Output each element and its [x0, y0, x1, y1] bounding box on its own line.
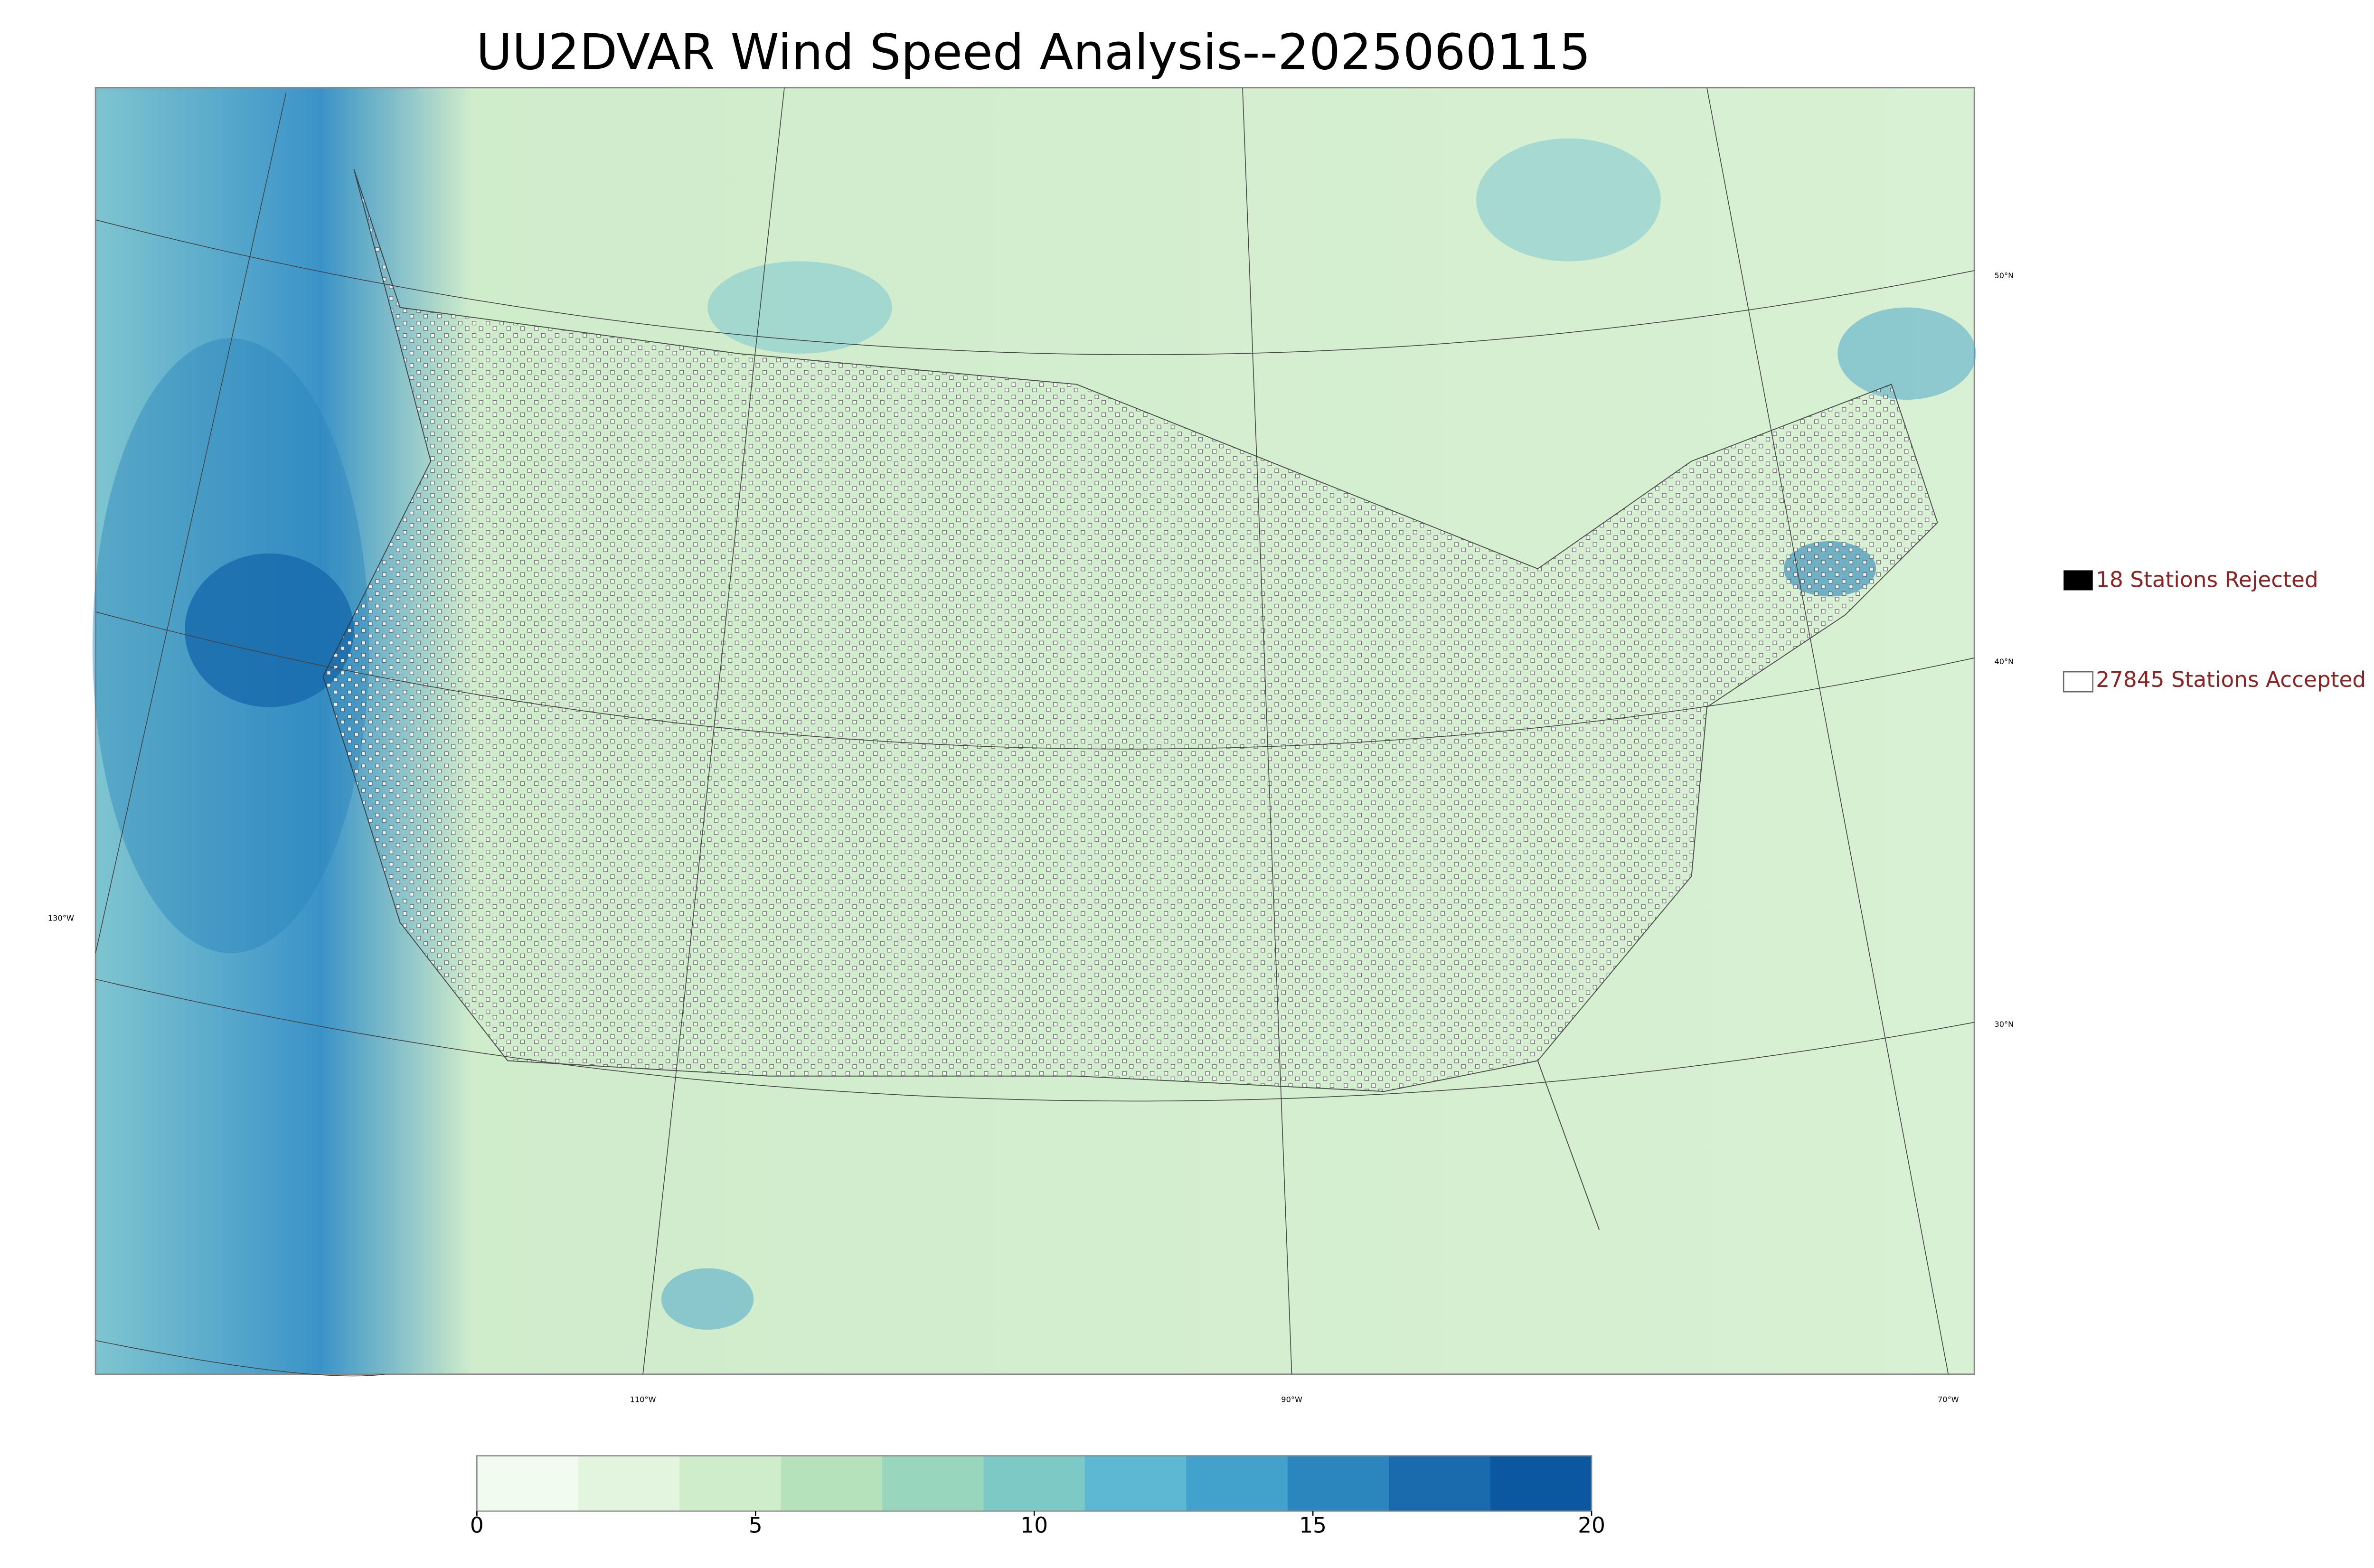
colorbar-step	[1186, 1455, 1288, 1512]
graticule	[95, 87, 1975, 1377]
legend-label: 27845 Stations Accepted	[2096, 667, 2366, 692]
colorbar-step	[679, 1455, 782, 1512]
colorbar-step	[882, 1455, 984, 1512]
colorbar-tick-label: 5	[749, 1513, 763, 1538]
colorbar-step	[1490, 1455, 1592, 1512]
map	[92, 86, 1976, 1377]
lon-label: 90°W	[1281, 1395, 1302, 1404]
colorbar-step	[1084, 1455, 1187, 1512]
colorbar: 0 5 10 15 20	[470, 1455, 1605, 1538]
colorbar-step	[1389, 1455, 1491, 1512]
legend-label: 18 Stations Rejected	[2096, 567, 2318, 592]
colorbar-tick-label: 0	[470, 1513, 484, 1538]
lon-label: 130°W	[48, 914, 74, 923]
colorbar-tick-label: 15	[1299, 1513, 1327, 1538]
lat-label: 40°N	[1995, 657, 2014, 666]
accepted-swatch	[2063, 671, 2094, 693]
lat-label: 30°N	[1995, 1020, 2014, 1029]
colorbar-step	[781, 1455, 883, 1512]
coordinate-labels: 50°N 40°N 30°N 130°W 110°W 90°W 70°W	[48, 271, 2014, 1404]
colorbar-step	[477, 1455, 579, 1512]
legend: 18 Stations Rejected 27845 Stations Acce…	[2063, 567, 2366, 693]
colorbar-tick-label: 10	[1020, 1513, 1048, 1538]
lat-label: 50°N	[1995, 271, 2014, 280]
colorbar-step	[1287, 1455, 1390, 1512]
rejected-swatch	[2063, 570, 2093, 591]
lon-label: 110°W	[630, 1395, 656, 1404]
colorbar-step	[578, 1455, 680, 1512]
colorbar-tick-label: 20	[1578, 1513, 1605, 1538]
colorbar-step	[983, 1455, 1085, 1512]
title: UU2DVAR Wind Speed Analysis--2025060115	[476, 24, 1591, 81]
lon-label: 70°W	[1938, 1395, 1959, 1404]
